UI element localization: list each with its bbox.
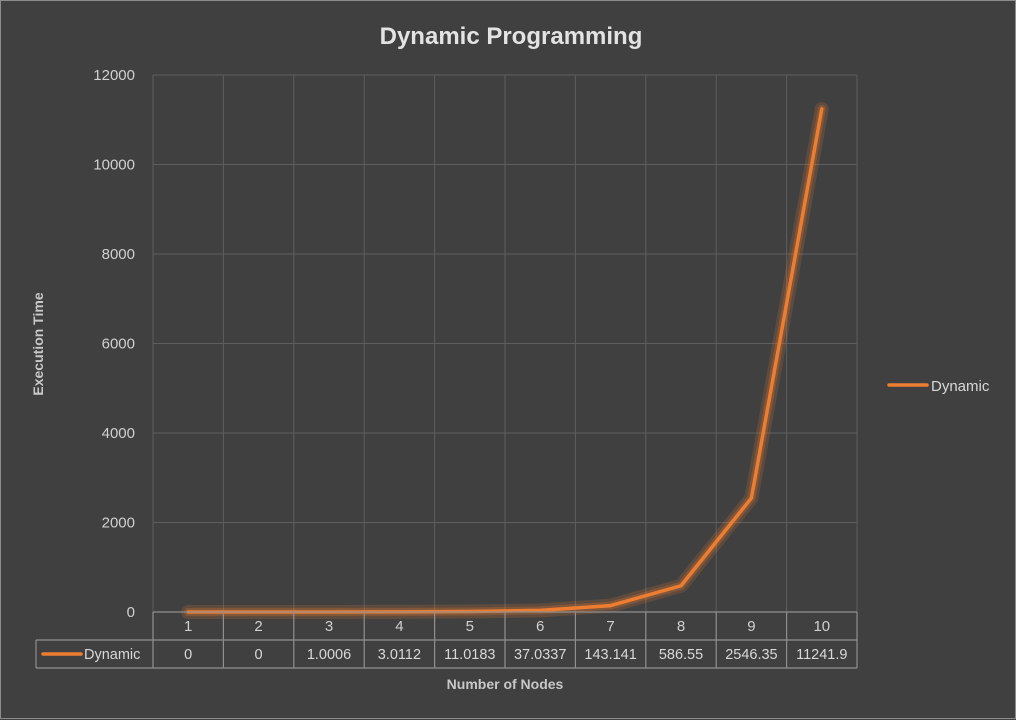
x-category-label: 5 [466,618,474,635]
legend-label: Dynamic [931,378,990,395]
table-value-cell: 0 [255,647,263,663]
data-point [679,584,683,588]
y-tick-label: 0 [127,604,135,621]
table-value-cell: 1.0006 [307,647,351,663]
grid-layer [152,74,858,612]
y-tick-label: 10000 [93,157,135,174]
x-category-label: 4 [395,618,403,635]
table-value-cell: 11.0183 [444,647,495,663]
legend: Dynamic [887,378,990,395]
table-series-name: Dynamic [84,647,140,663]
x-axis-title: Number of Nodes [447,676,564,692]
data-point [820,107,824,111]
y-tick-label: 6000 [102,336,135,353]
table-value-cell: 11241.9 [796,647,847,663]
y-tick-label: 2000 [102,515,135,532]
y-tick-label: 8000 [102,246,135,263]
chart-title: Dynamic Programming [380,23,643,50]
x-category-label: 7 [606,618,614,635]
table-value-cell: 0 [184,647,192,663]
table-value-cell: 586.55 [659,647,703,663]
y-axis-title: Execution Time [30,292,46,395]
x-category-label: 8 [677,618,685,635]
data-table: 1 2 3 4 5 6 7 8 9 10 Dynamic 0 0 1.0006 3.0112 11.0183 3… [35,611,858,669]
data-point [538,608,542,612]
data-point [609,604,613,608]
data-point [749,496,753,500]
x-category-label: 2 [254,618,262,635]
y-tick-labels: 0 2000 4000 6000 8000 10000 12000 [93,67,135,621]
x-category-label: 10 [813,618,830,635]
y-tick-label: 12000 [93,67,135,84]
table-value-cell: 37.0337 [514,647,566,663]
y-tick-label: 4000 [102,425,135,442]
x-category-label: 6 [536,618,544,635]
table-value-cell: 143.141 [584,647,636,663]
x-category-label: 9 [747,618,755,635]
table-value-cell: 3.0112 [378,647,421,663]
x-category-label: 1 [184,618,192,635]
x-category-label: 3 [325,618,333,635]
table-value-cell: 2546.35 [725,647,777,663]
